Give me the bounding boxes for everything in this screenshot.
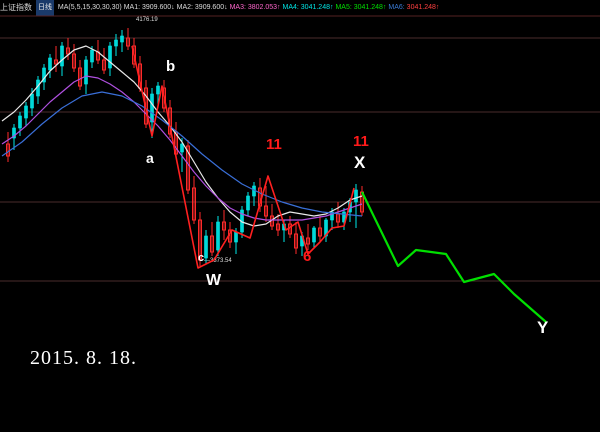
candle-body [192,187,196,221]
ma5-value: MA5: 3041.248↑ [335,4,387,11]
candle-body [330,211,334,221]
candle-body [66,47,70,55]
candle-body [102,59,106,71]
candle-body [120,35,124,43]
candle-body [294,233,298,249]
candle-body [354,189,358,203]
date-stamp: 2015. 8. 18. [30,347,137,369]
candle-body [264,205,268,217]
chart-header-bar: 上证指数 日线 MA(5,5,15,30,30,30) MA1: 3909.60… [0,0,600,16]
ma2-value: MA2: 3909.600↓ [176,4,228,11]
wave-label-b: b [166,58,176,75]
candle-body [24,105,28,119]
ma-formula: MA(5,5,15,30,30,30) [57,4,122,11]
wave-label-w: W [206,272,222,289]
candle-body [42,67,46,83]
candle-body [72,53,76,69]
candle-body [132,45,136,65]
candle-body [186,145,190,191]
ma3-value: MA3: 3802.053↑ [229,4,281,11]
wave-label-11-left: 11 [266,136,282,153]
candle-body [162,87,166,109]
period-badge[interactable]: 日线 [35,0,54,16]
candle-body [60,45,64,67]
index-name: 上证指数 [0,3,32,12]
candle-body [276,223,280,231]
candle-body [342,211,346,223]
green-projection-path [361,191,547,323]
candle-body [30,93,34,109]
candle-body [306,237,310,245]
ma4-value: MA4: 3041.248↑ [282,4,334,11]
candle-body [222,221,226,231]
red-wave-path [131,45,355,269]
ma6-value: MA6: [388,4,405,11]
ma1-value: MA1: 3909.600↓ [123,4,175,11]
swing-low-value: —3373.54 [204,258,232,264]
wave-label-y: Y [537,318,549,337]
candle-body [84,59,88,85]
candle-body [204,235,208,259]
wave-label-6: 6 [303,248,312,265]
candle-body [114,39,118,47]
candle-body [312,227,316,243]
ma-line [1,45,363,227]
candle-body [18,115,22,129]
candle-body [150,93,154,123]
candle-body [156,85,160,95]
ma-line [1,75,363,221]
swing-high-value: 4176.19 [136,17,158,23]
wave-label-c: c [198,252,205,264]
candle-body [234,231,238,243]
candle-body [12,127,16,139]
candle-body [78,67,82,87]
candle-body [144,87,148,125]
candle-body [246,195,250,211]
candle-body [126,37,130,47]
candle-body [108,45,112,69]
wave-label-x: X [354,153,366,172]
wave-label-a: a [146,150,154,166]
candle-body [90,49,94,63]
candle-body [210,235,214,253]
candle-body [198,219,202,261]
candle-body [54,59,58,65]
candle-body [180,143,184,153]
candle-body [6,143,10,157]
ma6-price: 3041.248↑ [406,4,440,11]
candle-body [216,221,220,251]
ma-line [1,91,363,217]
candle-body [48,57,52,71]
candle-body [318,227,322,237]
wave-label-11-right: 11 [353,133,369,150]
